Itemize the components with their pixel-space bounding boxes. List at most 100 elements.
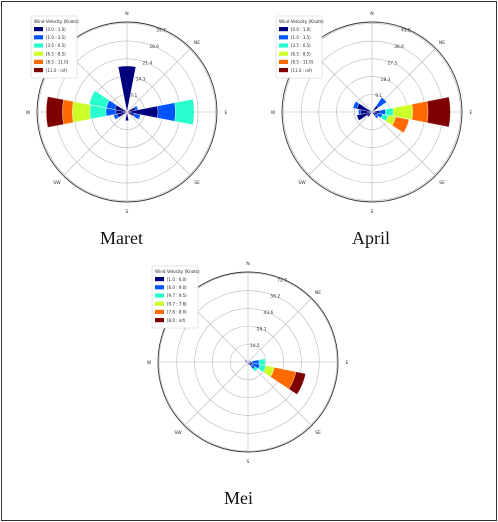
grid-spoke-225: [308, 111, 373, 176]
legend-swatch-3: [155, 301, 164, 306]
legend-label-2: [9.7 : 9.5): [167, 293, 187, 298]
direction-label-sw: SW: [53, 180, 61, 186]
direction-label-n: N: [370, 11, 373, 17]
caption-maret: Maret: [100, 228, 143, 248]
grid-spoke-45: [247, 298, 312, 363]
caption-mei: Mei: [224, 488, 253, 508]
direction-label-ne: NE: [315, 290, 321, 296]
ring-label-1: 14.3: [136, 77, 146, 83]
bar-dir135-bin1: [374, 114, 379, 119]
ring-label-1: 18.3: [381, 77, 391, 83]
sector-bars: [46, 65, 195, 128]
bar-dir270-bin3: [72, 101, 91, 123]
direction-label-se: SE: [439, 180, 445, 186]
direction-label-ne: NE: [194, 40, 200, 46]
direction-label-e: E: [470, 110, 473, 116]
legend: Wind Velocity (Knots) [1.0 : 6.0) [6.0 : 9…: [151, 265, 200, 329]
ring-label-2: 27.5: [387, 60, 397, 66]
legend-label-5: [11.0 : inf): [291, 68, 312, 73]
legend-label-0: [1.0 : 6.0): [167, 277, 187, 282]
legend-label-4: [8.5 : 11.0): [46, 60, 69, 65]
legend-swatch-1: [155, 285, 164, 290]
bar-dir135-bin2: [252, 366, 258, 372]
sector-bars: [352, 96, 451, 134]
ring-label-0: 9.1: [375, 93, 382, 99]
caption-april: April: [352, 228, 390, 248]
grid-spoke-135: [371, 111, 436, 176]
legend-label-1: [1.0 : 3.5): [291, 35, 311, 40]
legend-label-2: [3.5 : 6.5): [291, 43, 311, 48]
ring-label-3: 28.6: [149, 44, 159, 50]
legend-label-5: [11.0 : inf): [46, 68, 67, 73]
legend-swatch-1: [279, 35, 288, 40]
ring-label-4: 72.7: [277, 277, 287, 283]
legend-title: Wind Velocity (Knots): [279, 19, 324, 24]
bar-dir292.5-bin0: [244, 360, 249, 363]
ring-label-3: 36.6: [394, 44, 404, 50]
polar-grid: [157, 271, 339, 453]
ring-label-4: 45.8: [401, 28, 411, 34]
bar-dir90-bin5: [426, 96, 451, 128]
legend-swatch-5: [279, 68, 288, 73]
legend-swatch-3: [279, 51, 288, 56]
direction-label-se: SE: [315, 430, 321, 436]
legend-label-5: [8.0 : inf): [167, 318, 186, 323]
sector-bars: [244, 358, 306, 395]
legend-swatch-5: [34, 68, 43, 73]
ring-labels: 14.5 29.1 43.6 58.2 72.7: [250, 277, 287, 349]
legend-label-3: [9.7 : 7.8): [167, 301, 187, 306]
direction-label-w: W: [147, 360, 152, 366]
grid-spoke-135: [126, 111, 191, 176]
direction-label-se: SE: [194, 180, 200, 186]
legend-label-3: [6.5 : 8.5): [291, 51, 311, 56]
bar-dir270-bin1: [358, 109, 361, 115]
direction-label-w: W: [26, 110, 31, 116]
legend-title: Wind Velocity (Knots): [155, 269, 200, 274]
direction-label-e: E: [225, 110, 228, 116]
legend-swatch-0: [279, 27, 288, 32]
ring-label-2: 43.6: [264, 310, 274, 316]
grid-spoke-45: [126, 48, 191, 113]
ring-labels: 9.1 18.3 27.5 36.6 45.8: [375, 28, 411, 100]
bar-dir0-bin0: [118, 65, 136, 113]
direction-label-sw: SW: [298, 180, 306, 186]
bar-dir112.5-bin5: [288, 371, 306, 395]
legend-swatch-2: [155, 293, 164, 298]
bar-dir270-bin4: [62, 99, 74, 125]
legend-swatch-4: [34, 59, 43, 64]
legend-label-0: [0.0 : 1.0): [291, 27, 311, 32]
bar-dir90-bin4: [411, 101, 429, 123]
ring-label-0: 7.1: [130, 93, 137, 99]
bar-dir112.5-bin4: [391, 116, 410, 134]
bar-dir292.5-bin1: [352, 101, 360, 110]
direction-label-s: S: [371, 209, 374, 215]
direction-label-sw: SW: [174, 430, 182, 436]
direction-label-ne: NE: [439, 40, 445, 46]
grid-spoke-225: [184, 361, 249, 426]
grid-spoke-225: [63, 111, 128, 176]
bar-dir157.5-bin0: [247, 361, 250, 366]
legend-label-1: [6.0 : 9.0): [167, 285, 187, 290]
bar-dir247.5-bin0: [356, 111, 373, 121]
legend-swatch-4: [279, 59, 288, 64]
bar-dir180-bin0: [125, 111, 129, 121]
bar-dir292.5-bin2: [89, 90, 110, 108]
direction-label-s: S: [247, 459, 250, 465]
bar-dir270-bin5: [46, 96, 64, 128]
ring-label-3: 58.2: [270, 294, 280, 300]
legend: Wind Velocity (Knots) [0.0 : 1.0) [1.0 : 3…: [30, 15, 79, 79]
direction-label-s: S: [126, 209, 129, 215]
legend-swatch-2: [279, 43, 288, 48]
legend: Wind Velocity (Knots) [0.0 : 1.0) [1.0 : 3…: [275, 15, 324, 79]
legend-swatch-5: [155, 318, 164, 323]
direction-label-w: W: [271, 110, 276, 116]
direction-label-n: N: [125, 11, 128, 17]
legend-label-3: [6.5 : 8.5): [46, 51, 66, 56]
bar-dir90-bin2: [174, 99, 195, 125]
ring-label-2: 21.4: [142, 60, 152, 66]
legend-label-0: [0.0 : 1.0): [46, 27, 66, 32]
ring-label-1: 29.1: [257, 327, 267, 333]
